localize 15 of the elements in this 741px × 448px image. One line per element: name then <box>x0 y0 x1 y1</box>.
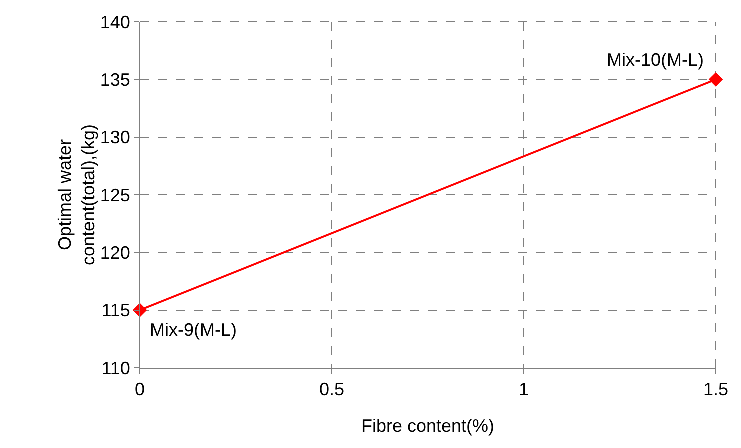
y-tick-label: 110 <box>102 358 130 378</box>
y-tick-label: 125 <box>100 185 130 206</box>
x-tick-label: 0.5 <box>319 380 345 400</box>
x-axis-title: Fibre content(%) <box>361 416 495 436</box>
y-tick-label: 115 <box>102 300 130 321</box>
y-tick-label: 120 <box>100 242 130 263</box>
y-tick-label: 130 <box>100 128 130 148</box>
annotation: Mix-10(M-L) <box>607 50 704 70</box>
y-tick-label: 140 <box>100 12 130 32</box>
annotation: Mix-9(M-L) <box>150 320 237 340</box>
y-tick-label: 135 <box>100 70 130 90</box>
x-tick-label: 1 <box>518 380 530 400</box>
y-axis-title: Optimal water content(total),(kg) <box>54 124 98 266</box>
x-tick-label: 1.5 <box>703 380 729 400</box>
x-tick-label: 0 <box>134 380 146 400</box>
